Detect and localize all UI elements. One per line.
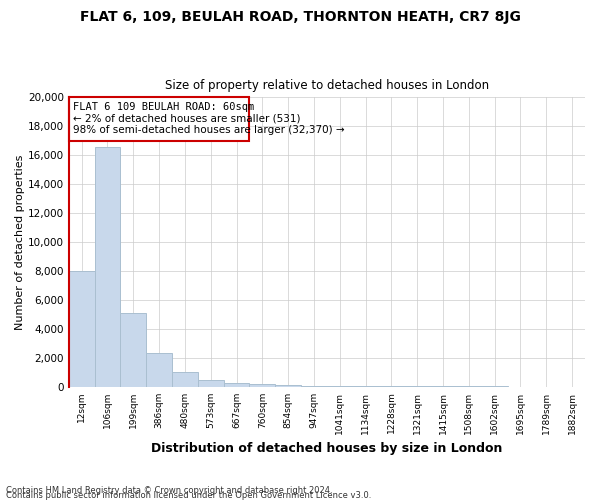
Bar (275, 385, 301, 386)
Bar (224, 383, 250, 386)
Bar (121, 313, 146, 386)
Text: FLAT 6, 109, BEULAH ROAD, THORNTON HEATH, CR7 8JG: FLAT 6, 109, BEULAH ROAD, THORNTON HEATH… (80, 10, 520, 24)
Title: Size of property relative to detached houses in London: Size of property relative to detached ho… (165, 79, 489, 92)
Bar (198, 380, 224, 386)
Text: Contains HM Land Registry data © Crown copyright and database right 2024.: Contains HM Land Registry data © Crown c… (6, 486, 332, 495)
Y-axis label: Number of detached properties: Number of detached properties (15, 154, 25, 330)
Text: ← 2% of detached houses are smaller (531): ← 2% of detached houses are smaller (531… (73, 113, 300, 123)
X-axis label: Distribution of detached houses by size in London: Distribution of detached houses by size … (151, 442, 503, 455)
Bar (172, 372, 198, 386)
Bar (95, 146, 121, 386)
FancyBboxPatch shape (69, 98, 250, 140)
Text: FLAT 6 109 BEULAH ROAD: 60sqm: FLAT 6 109 BEULAH ROAD: 60sqm (73, 102, 254, 112)
Bar (250, 384, 275, 386)
Text: Contains public sector information licensed under the Open Government Licence v3: Contains public sector information licen… (6, 491, 371, 500)
Text: 98% of semi-detached houses are larger (32,370) →: 98% of semi-detached houses are larger (… (73, 125, 344, 135)
Bar (69, 271, 95, 386)
Bar (146, 354, 172, 386)
